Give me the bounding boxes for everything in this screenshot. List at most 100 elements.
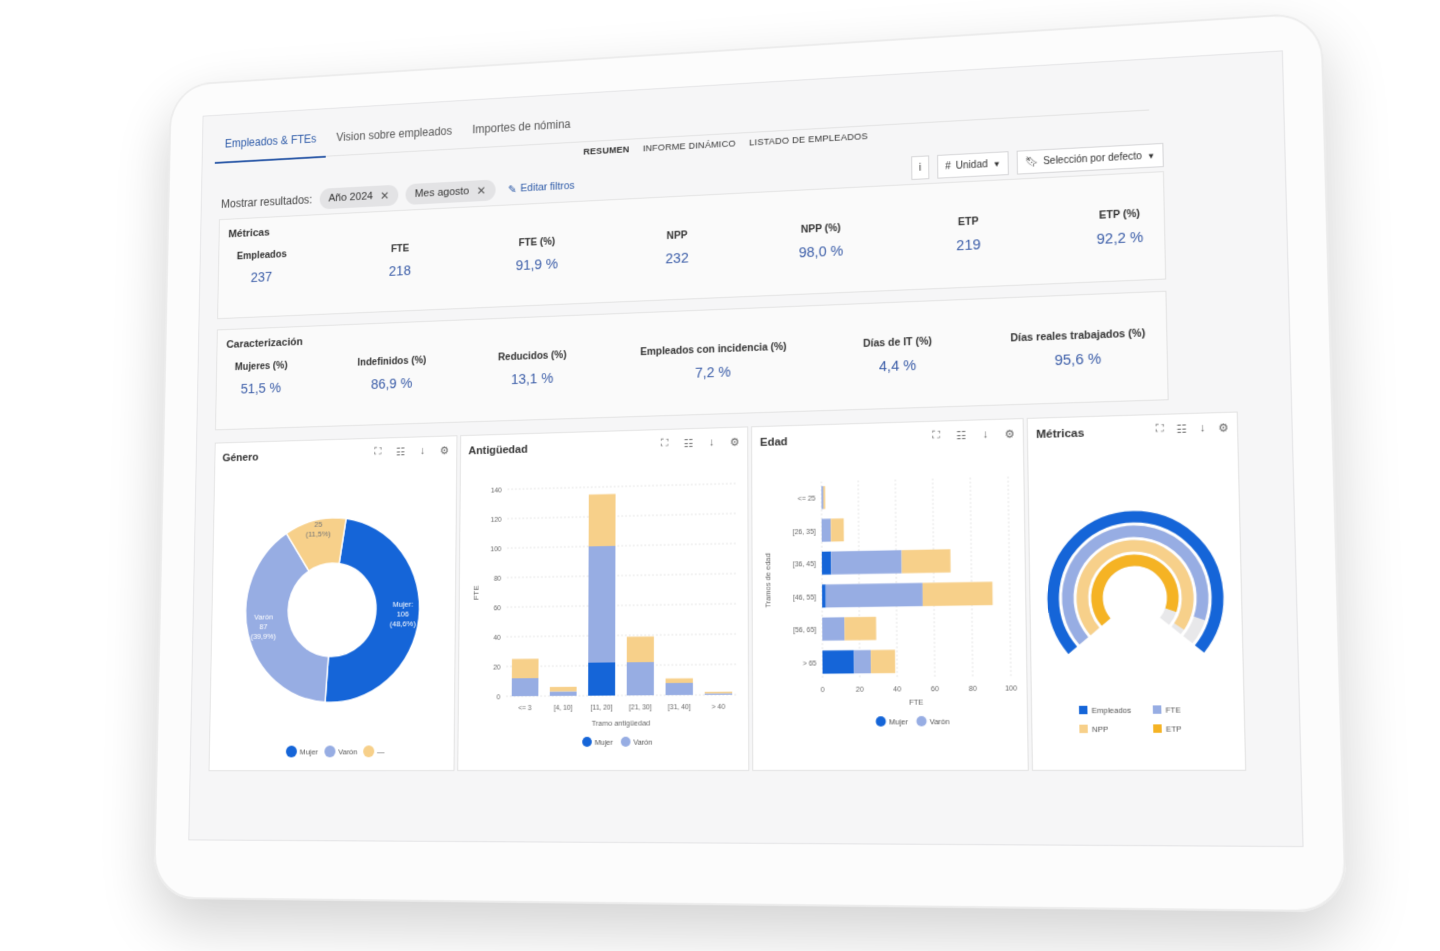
filter-chip-year[interactable]: Año 2024 ✕ [319,185,398,210]
y-tick-label: [26, 35] [793,528,816,536]
bar [666,678,693,683]
download-icon[interactable]: ↓ [420,445,425,458]
grid-line [821,481,822,678]
info-icon: i [919,162,921,173]
grid-line [933,478,935,677]
y-tick-label: 80 [494,575,502,582]
download-icon[interactable]: ↓ [1199,422,1205,436]
x-tick-label: > 40 [712,704,726,712]
bar [871,650,896,674]
x-tick-label: [21, 30] [629,704,652,712]
filter-label: Mostrar resultados: [221,193,312,211]
widget-toolbar: ⛶ ☷ ↓ ⚙ [374,444,449,459]
gear-icon[interactable]: ⚙ [730,436,740,449]
info-button[interactable]: i [911,155,929,180]
filter-chip-year-label: Año 2024 [328,191,373,205]
table-icon[interactable]: ☷ [684,437,694,450]
legend-swatch [1153,705,1162,713]
grid-line [506,634,738,637]
metricas-widget-title: Métricas [1036,427,1084,441]
metric-value: 218 [389,263,411,279]
widget-toolbar: ⛶ ☷ ↓ ⚙ [661,436,740,451]
grid-line [895,479,897,678]
bar [822,617,844,640]
table-icon[interactable]: ☷ [956,429,966,442]
legend-label: Mujer [595,738,614,747]
legend-swatch [286,746,297,758]
metric-label: Reducidos (%) [498,349,566,363]
selection-dropdown[interactable]: 🔖︎ Selección por defecto ▼ [1017,143,1164,175]
y-tick-label: 20 [493,664,501,671]
legend-swatch [324,746,335,758]
metricas-metric: ETP 219 [956,215,981,254]
radial-arc [1096,560,1173,623]
legend-swatch [1079,725,1088,733]
grid-line [507,543,738,548]
download-icon[interactable]: ↓ [982,428,988,441]
bar [588,546,615,663]
expand-icon[interactable]: ⛶ [932,430,940,443]
subtab-resumen[interactable]: RESUMEN [583,144,629,157]
y-tick-label: <= 25 [798,495,816,503]
genero-title: Género [222,452,258,464]
bar [550,691,577,696]
gear-icon[interactable]: ⚙ [1218,421,1229,435]
x-axis-label: FTE [909,698,924,707]
gear-icon[interactable]: ⚙ [440,444,449,457]
edit-filters-label: Editar filtros [520,180,574,194]
x-tick-label: 80 [969,685,977,693]
close-icon[interactable]: ✕ [380,189,389,203]
tab-vision-empleados[interactable]: Vision sobre empleados [326,114,462,156]
subtab-listado-empleados[interactable]: LISTADO DE EMPLEADOS [749,131,868,148]
unit-dropdown[interactable]: # Unidad ▼ [937,151,1009,179]
metric-label: FTE [389,243,411,255]
tab-importes-nomina[interactable]: Importes de nómina [462,107,581,148]
tab-empleados-ftes[interactable]: Empleados & FTEs [215,122,327,164]
data-label: (39,9%) [251,632,277,641]
metric-value: 4,4 % [863,357,932,375]
x-tick-label: <= 3 [518,705,532,712]
y-axis-label: FTE [472,585,481,600]
bar [923,582,993,606]
selection-dropdown-label: Selección por defecto [1043,151,1142,167]
data-label: Varón [254,613,273,622]
edit-filters-button[interactable]: ✎ Editar filtros [508,180,575,196]
legend-swatch [621,737,631,747]
legend-label: ETP [1166,725,1182,734]
legend-swatch [363,745,374,757]
legend-label: Empleados [1092,706,1132,715]
bar [588,662,615,695]
genero-widget: Género ⛶ ☷ ↓ ⚙ Mujer: 106 (48,6%) Varón 87 (3… [209,435,458,771]
metric-label: Empleados [237,249,287,263]
bar [821,486,823,509]
legend-label: Mujer [889,718,909,727]
subtab-informe-dinamico[interactable]: INFORME DINÁMICO [643,139,736,155]
edad-widget: Edad ⛶ ☷ ↓ ⚙ 0 20 40 60 80 100 FTE Tramos de ed… [751,418,1029,771]
expand-icon[interactable]: ⛶ [661,438,668,451]
legend-label: NPP [1092,725,1109,734]
bar [705,693,733,695]
y-tick-label: [46, 55] [793,594,816,602]
tablet-frame: Empleados & FTEs Vision sobre empleados … [153,12,1347,913]
grid-line [507,604,738,607]
expand-icon[interactable]: ⛶ [1156,423,1164,437]
filter-chip-month[interactable]: Mes agosto ✕ [405,179,495,205]
dashboard-screen: Empleados & FTEs Vision sobre empleados … [188,50,1303,847]
x-tick-label: [31, 40] [668,704,691,712]
gear-icon[interactable]: ⚙ [1004,427,1014,441]
caracterizacion-metric: Reducidos (%) 13,1 % [498,349,567,388]
bar [822,519,831,542]
legend-label: — [377,747,385,756]
table-icon[interactable]: ☷ [396,446,405,459]
expand-icon[interactable]: ⛶ [374,446,381,459]
metric-label: ETP (%) [1096,208,1143,222]
close-icon[interactable]: ✕ [477,184,486,198]
data-label: (11,5%) [306,529,332,539]
metric-label: Empleados con incidencia (%) [640,341,786,358]
legend-label: FTE [1166,706,1182,715]
table-icon[interactable]: ☷ [1176,422,1187,436]
bar [822,584,826,607]
grid-line [507,483,737,489]
bar [902,549,951,573]
download-icon[interactable]: ↓ [709,436,714,449]
